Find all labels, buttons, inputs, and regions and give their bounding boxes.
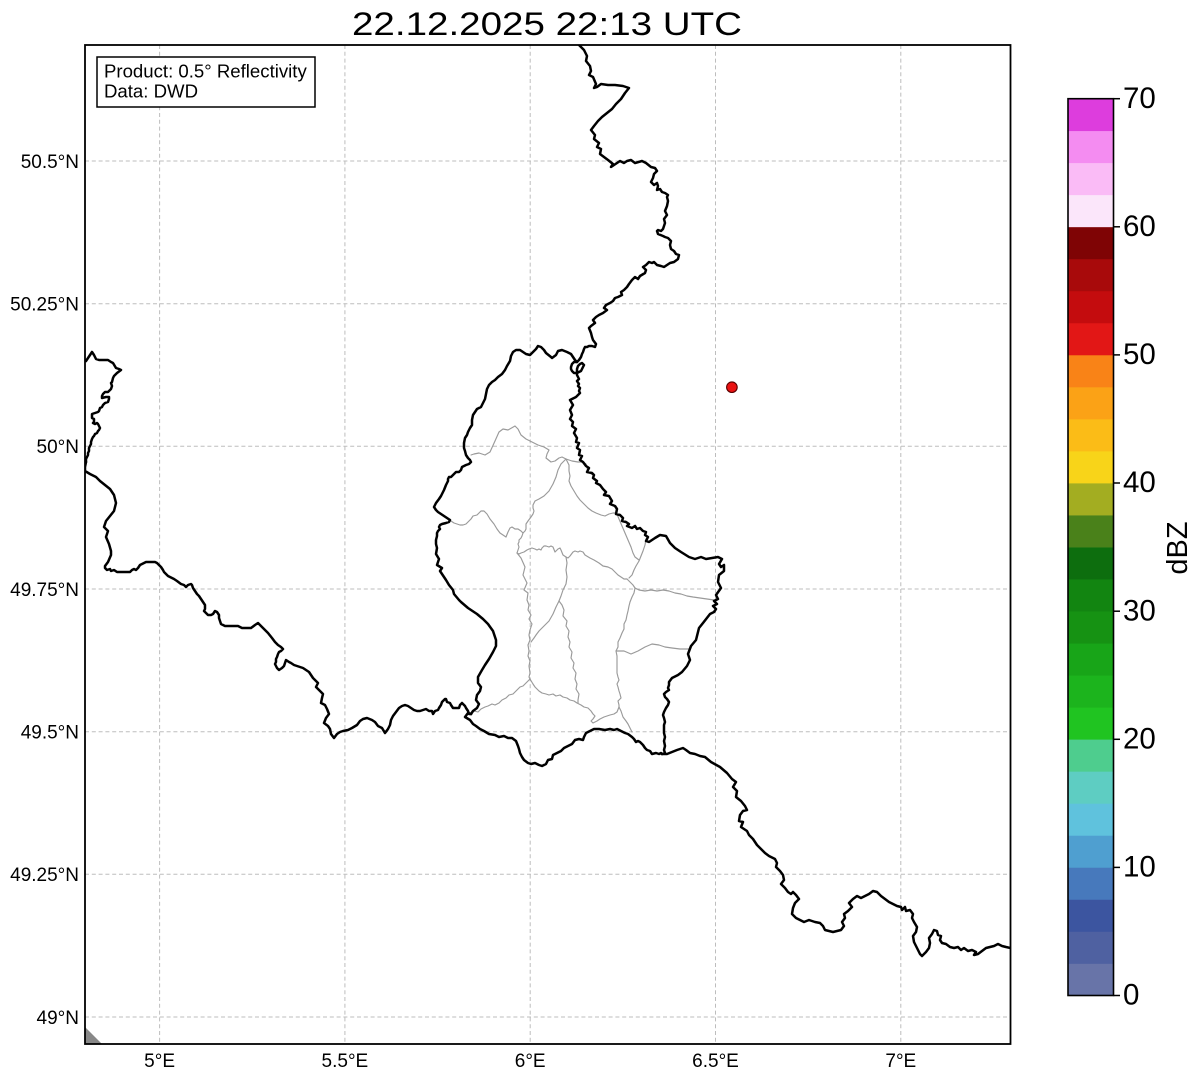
svg-text:5°E: 5°E <box>144 1051 175 1072</box>
svg-text:50°N: 50°N <box>37 437 79 458</box>
svg-text:Product: 0.5° Reflectivity: Product: 0.5° Reflectivity <box>104 61 307 82</box>
svg-text:6.5°E: 6.5°E <box>692 1051 739 1072</box>
svg-text:49°N: 49°N <box>37 1008 79 1029</box>
svg-text:49.75°N: 49.75°N <box>10 580 79 601</box>
svg-text:6°E: 6°E <box>515 1051 546 1072</box>
svg-text:10: 10 <box>1123 851 1156 884</box>
svg-text:40: 40 <box>1123 466 1156 499</box>
svg-text:Data: DWD: Data: DWD <box>104 81 198 102</box>
svg-text:dBZ: dBZ <box>1162 521 1194 574</box>
svg-text:22.12.2025 22:13 UTC: 22.12.2025 22:13 UTC <box>352 6 742 42</box>
svg-text:49.5°N: 49.5°N <box>21 723 79 744</box>
svg-text:5.5°E: 5.5°E <box>322 1051 369 1072</box>
svg-text:7°E: 7°E <box>885 1051 916 1072</box>
svg-text:70: 70 <box>1123 82 1156 115</box>
svg-text:50.25°N: 50.25°N <box>10 295 79 316</box>
svg-text:49.25°N: 49.25°N <box>10 865 79 886</box>
svg-text:50: 50 <box>1123 338 1156 371</box>
svg-text:30: 30 <box>1123 594 1156 627</box>
svg-text:60: 60 <box>1123 210 1156 243</box>
svg-text:0: 0 <box>1123 979 1139 1012</box>
svg-text:20: 20 <box>1123 723 1156 756</box>
svg-text:50.5°N: 50.5°N <box>21 152 79 173</box>
